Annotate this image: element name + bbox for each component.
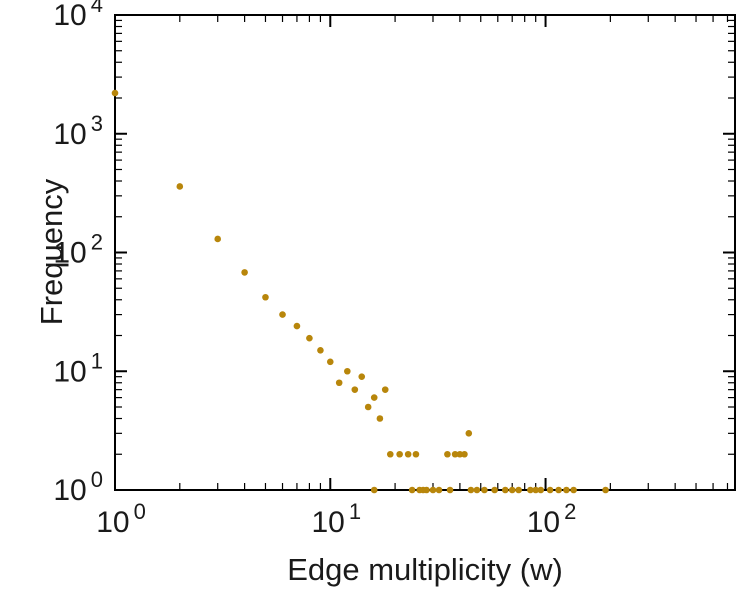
data-point [404, 450, 412, 458]
data-point [262, 293, 269, 301]
x-tick-label: 10 2 [527, 499, 577, 539]
data-point [508, 486, 516, 494]
y-axis-label: Frequency [34, 178, 69, 326]
data-point [444, 450, 451, 458]
x-axis-label: Edge multiplicity (w) [287, 552, 563, 587]
data-point [344, 367, 351, 375]
x-tick-label: 10 0 [96, 499, 146, 539]
data-point [465, 430, 473, 437]
data-point [435, 486, 443, 494]
data-point [241, 269, 248, 276]
data-point [563, 486, 570, 494]
data-point [293, 322, 301, 330]
data-point [351, 386, 359, 393]
data-point [456, 450, 464, 458]
y-tick-label: 10 1 [53, 348, 103, 388]
data-point [412, 450, 420, 458]
data-point [376, 415, 384, 422]
data-point [306, 334, 313, 342]
data-point [532, 486, 540, 494]
data-point [446, 486, 454, 494]
y-tick-label: 10 4 [53, 0, 103, 32]
plot-frame [114, 14, 736, 491]
data-point [451, 450, 459, 458]
data-point [335, 379, 343, 387]
data-point [408, 486, 416, 494]
data-point [537, 486, 545, 494]
data-point [381, 386, 389, 393]
data-point [501, 486, 509, 494]
data-point [467, 486, 475, 494]
data-point [515, 486, 522, 494]
data-point [491, 486, 498, 494]
data-point [570, 486, 577, 494]
data-point [279, 311, 286, 318]
data-point [214, 235, 222, 243]
data-point [111, 89, 119, 97]
data-point [317, 347, 324, 354]
data-point [370, 394, 378, 401]
y-tick-label: 10 2 [53, 230, 103, 270]
data-point [429, 486, 437, 494]
data-point [546, 486, 554, 494]
x-tick-label: 10 1 [311, 499, 361, 539]
data-point [481, 486, 488, 494]
data-point [370, 486, 378, 494]
data-point [326, 358, 334, 366]
data-point [358, 373, 366, 380]
y-tick-label: 10 3 [53, 111, 103, 151]
data-point [461, 450, 468, 458]
data-point [396, 450, 403, 458]
data-point [364, 403, 372, 411]
data-point [527, 486, 534, 494]
data-point [473, 486, 481, 494]
data-point [423, 486, 430, 494]
data-point [602, 486, 609, 494]
data-point [176, 183, 184, 190]
y-tick-label: 10 0 [53, 467, 103, 507]
data-point [386, 450, 394, 458]
data-point [555, 486, 562, 494]
